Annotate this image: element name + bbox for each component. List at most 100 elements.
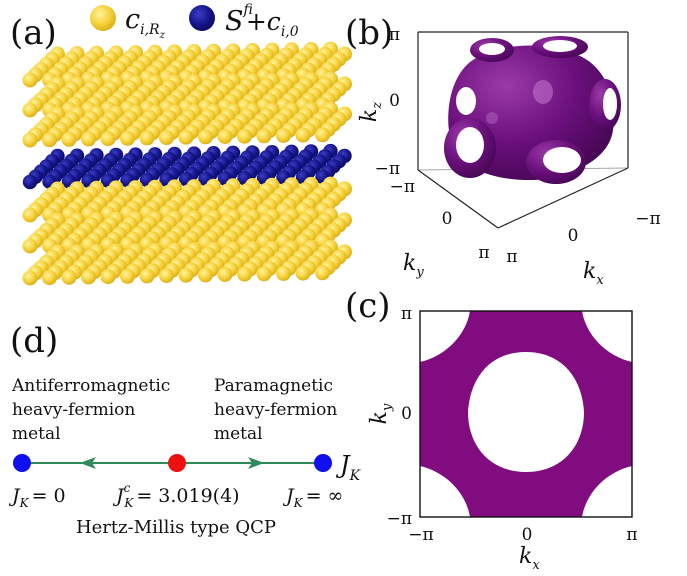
left-phase-line-2: heavy-fermion (12, 400, 135, 420)
legend-a: ci,Rz Sfi+ci,0 (90, 2, 299, 41)
conduction-site (22, 72, 38, 88)
conduction-site (42, 132, 57, 148)
c-ky-tick-top: π (401, 304, 412, 324)
c-kx-tick-mid: 0 (522, 525, 533, 545)
legend-conduction-marker (90, 5, 116, 31)
c-kx-axis-label: kx (519, 544, 540, 573)
conduction-site (61, 269, 77, 285)
c-kx-tick-right: π (626, 525, 637, 545)
ky-tick-2: π (478, 243, 489, 263)
conduction-site (217, 267, 233, 282)
legend-impurity-label: Sfi+ci,0 (225, 2, 299, 40)
conduction-site (42, 270, 57, 286)
ky-axis-label: ky (403, 251, 424, 280)
kz-tick-mid: 0 (389, 91, 400, 111)
fs2d-corner-hole (582, 466, 632, 517)
conduction-site (22, 207, 38, 223)
c-ky-axis-label: ky (367, 403, 395, 424)
kx-tick-2: −π (635, 209, 660, 229)
left-phase-line-1: Antiferromagnetic (11, 376, 170, 396)
conduction-site (237, 128, 252, 144)
conduction-site (159, 268, 174, 284)
fs2d-corner-hole (420, 466, 470, 517)
axis-symbol-jk: JK (335, 451, 362, 484)
panel-b: (b) π 0 −π kz −π (345, 13, 661, 288)
legend-impurity-marker (189, 5, 215, 31)
fs2d-center-hole (468, 352, 584, 472)
qcp-caption: Hertz-Millis type QCP (76, 517, 276, 538)
conduction-site (22, 270, 38, 286)
conduction-site (100, 269, 116, 285)
arrow-right-icon (248, 457, 264, 469)
kz-tick-top: π (389, 25, 400, 45)
box-3d (417, 31, 629, 229)
left-phase-line-3: metal (12, 424, 61, 444)
panel-c: (c) π 0 −π ky −π 0 π kx (345, 286, 638, 573)
ky-tick-0: −π (390, 177, 415, 197)
conduction-site (256, 128, 272, 144)
panel-a: (a) ci,Rz Sfi+ci,0 (10, 2, 352, 286)
conduction-site (120, 130, 135, 146)
conduction-site (276, 265, 291, 281)
ky-tick-1: 0 (442, 209, 453, 229)
conduction-site (198, 267, 213, 283)
conduction-site (22, 238, 38, 254)
critical-point (168, 454, 186, 472)
right-phase-line-3: metal (214, 424, 263, 444)
fs2d-frame (419, 310, 633, 518)
kz-axis-label: kz (357, 102, 385, 122)
conduction-site (139, 268, 155, 284)
left-point-label: JK = 0 (8, 485, 66, 510)
conduction-site (178, 267, 194, 283)
conduction-site (295, 127, 311, 143)
phase-diagram-axis (13, 454, 332, 472)
conduction-site (276, 127, 291, 143)
conduction-site (22, 132, 38, 148)
conduction-site (22, 102, 38, 118)
conduction-site (120, 268, 135, 284)
fermi-surface-2d (419, 310, 633, 518)
c-ky-tick-mid: 0 (401, 404, 412, 424)
fs2d-corner-hole (420, 311, 470, 362)
conduction-site (81, 131, 96, 147)
legend-conduction-label: ci,Rz (125, 4, 166, 41)
fixed-point-right (314, 454, 332, 472)
panel-b-label: (b) (345, 13, 393, 53)
right-phase-label: Paramagnetic heavy-fermion metal (214, 376, 337, 444)
lattice-3d (22, 41, 352, 286)
right-phase-line-2: heavy-fermion (214, 400, 337, 420)
conduction-site (256, 266, 272, 282)
kx-tick-0: π (506, 247, 517, 267)
impurity-site (22, 174, 38, 190)
panel-c-label: (c) (345, 286, 391, 326)
right-phase-line-1: Paramagnetic (214, 376, 333, 396)
fermi-surface-3d (444, 36, 621, 184)
conduction-site (81, 269, 96, 285)
conduction-site (198, 129, 213, 145)
conduction-site (315, 265, 330, 281)
panel-a-label: (a) (10, 13, 57, 53)
c-ky-tick-bottom: −π (387, 509, 412, 529)
conduction-site (217, 129, 233, 144)
conduction-site (139, 130, 155, 146)
conduction-site (315, 127, 330, 143)
panel-d: (d) Antiferromagnetic heavy-fermion meta… (8, 321, 362, 538)
critical-point-label: Jc K = 3.019(4) (112, 481, 240, 510)
conduction-site (295, 265, 311, 281)
left-phase-label: Antiferromagnetic heavy-fermion metal (11, 376, 170, 444)
conduction-site (61, 131, 77, 147)
kx-tick-1: 0 (568, 226, 579, 246)
conduction-site (237, 266, 252, 282)
conduction-site (178, 129, 194, 145)
fs2d-corner-hole (582, 311, 632, 362)
panel-d-label: (d) (10, 321, 58, 361)
arrow-left-icon (80, 457, 96, 469)
right-point-label: JK = ∞ (282, 485, 343, 510)
conduction-site (100, 131, 116, 147)
c-kx-tick-left: −π (408, 525, 433, 545)
conduction-site (159, 130, 174, 146)
kz-tick-bottom: −π (375, 159, 400, 179)
fixed-point-left (13, 454, 31, 472)
kx-axis-label: kx (583, 259, 604, 288)
